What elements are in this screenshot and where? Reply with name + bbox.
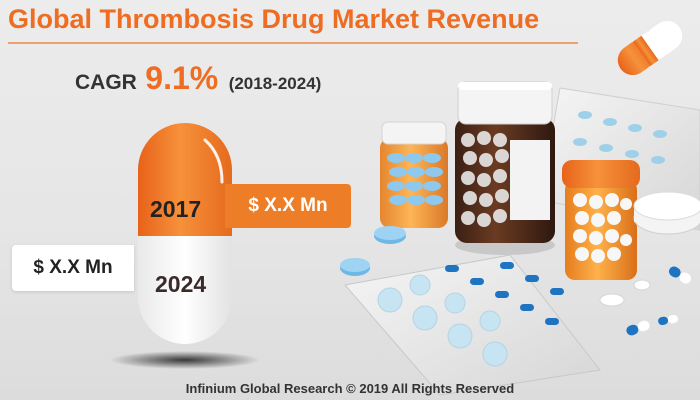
title-divider [8,42,578,44]
bottle-cap-icon [633,191,700,235]
pill-bottle-icon [562,160,640,280]
capsule-icon [617,20,683,76]
end-value-box: $ X.X Mn [12,245,134,291]
tablet-icon [340,226,651,307]
pill-bottle-icon [380,121,448,228]
capsule-icon [110,123,260,369]
cagr-row: CAGR 9.1% (2018-2024) [75,60,321,97]
capsule-icon [626,266,692,336]
pill-bottle-icon [455,81,555,255]
copyright-footer: Infinium Global Research © 2019 All Righ… [185,381,515,396]
cagr-label: CAGR [75,71,137,94]
cagr-period: (2018-2024) [228,74,322,93]
start-value-box: $ X.X Mn [225,184,351,228]
page-title: Global Thrombosis Drug Market Revenue [8,4,540,34]
end-year-label: 2024 [155,271,207,297]
cagr-value: 9.1% [145,60,219,96]
blister-pack-icon [344,254,601,396]
start-year-label: 2017 [150,196,202,222]
